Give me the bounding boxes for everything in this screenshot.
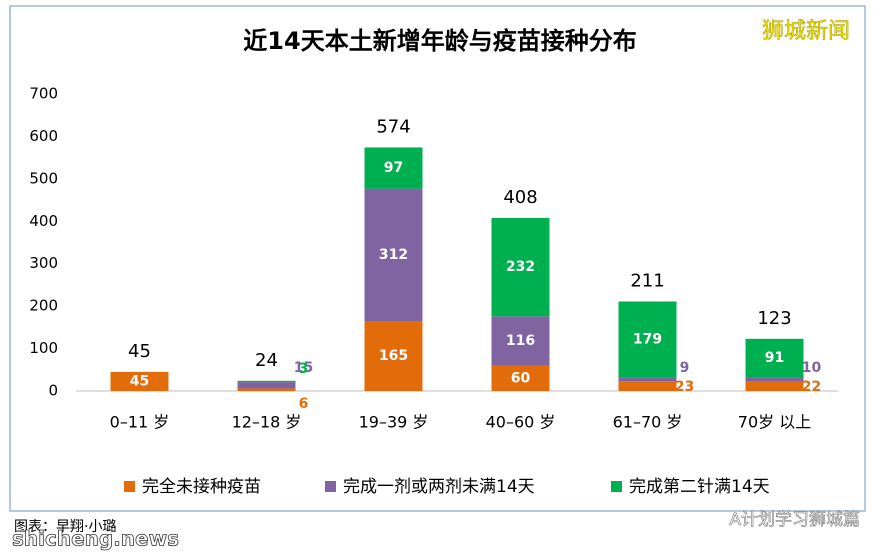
data-label: 15 [294,360,313,376]
x-tick-label: 0–11 岁 [110,413,170,432]
bar-segment [745,338,804,378]
chart-frame [9,5,866,512]
y-tick-label: 0 [48,382,58,400]
site: shicheng.news [12,527,179,551]
total-label: 408 [503,187,537,208]
legend-label: 完成一剂或两剂未满14天 [343,477,535,497]
y-tick-label: 300 [29,254,58,272]
bar-segment [491,316,550,366]
data-label: 60 [511,370,531,386]
y-tick-label: 200 [29,297,58,315]
data-label: 116 [506,333,535,349]
x-tick-label: 40–60 岁 [486,413,556,432]
bar-segment [618,377,677,382]
legend-label: 完全未接种疫苗 [142,477,261,497]
data-label: 179 [633,331,662,347]
data-label: 165 [379,348,408,364]
credit: 图表：早翔·小璐 [14,519,116,535]
total-label: 574 [376,116,410,137]
legend-swatch [124,481,135,492]
watermark: 狮城新闻 [762,19,850,44]
account: A计划学习狮城篇 [729,510,860,530]
legend-label: 完成第二针满14天 [629,477,770,497]
bar-segment [618,381,677,391]
total-label: 211 [630,270,664,291]
y-tick-label: 100 [29,339,58,357]
legend-swatch [611,481,622,492]
chart-title: 近14天本土新增年龄与疫苗接种分布 [243,27,636,55]
bar-segment [745,377,804,382]
data-label: 3 [299,361,309,377]
x-tick-label: 61–70 岁 [613,413,683,432]
legend-swatch [325,481,336,492]
x-tick-label: 12–18 岁 [232,413,302,432]
bar-segment [364,188,423,321]
total-label: 24 [255,350,278,371]
data-label: 45 [130,373,149,389]
y-tick-label: 700 [29,85,58,103]
bar-segment [110,371,169,391]
data-label: 312 [379,247,408,263]
y-tick-label: 600 [29,127,58,145]
bar-segment [491,365,550,391]
total-label: 123 [757,308,791,329]
bar-segment [237,388,296,391]
total-label: 45 [128,341,151,362]
data-label: 6 [299,396,309,412]
x-tick-label: 70岁 以上 [738,413,811,432]
bar-segment [618,301,677,378]
data-label: 97 [384,160,403,176]
bar-segment [745,381,804,391]
data-label: 22 [802,379,821,395]
bar-segment [237,382,296,389]
y-tick-label: 500 [29,169,58,187]
bar-segment [364,320,423,391]
data-label: 232 [506,259,535,275]
bar-segment [364,147,423,189]
data-label: 10 [802,360,822,376]
data-label: 9 [680,360,690,376]
data-label: 23 [675,379,694,395]
bar-segment [237,380,296,383]
bar-segment [491,217,550,317]
data-label: 91 [765,350,784,366]
x-tick-label: 19–39 岁 [359,413,429,432]
y-tick-label: 400 [29,212,58,230]
